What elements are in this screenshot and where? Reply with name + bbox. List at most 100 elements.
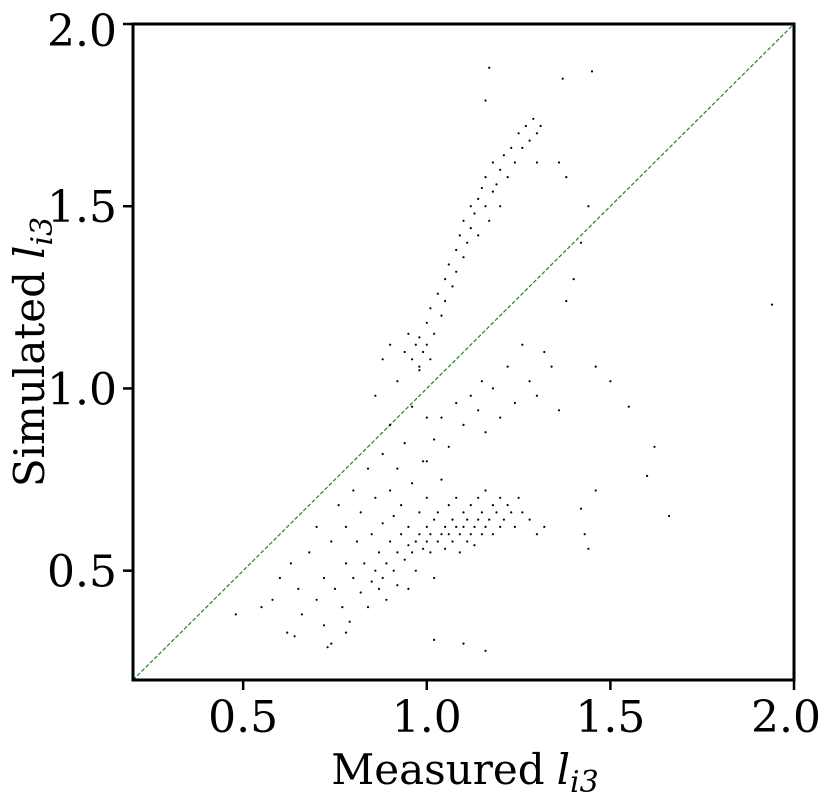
data-point bbox=[557, 161, 561, 164]
data-point bbox=[444, 525, 447, 529]
data-point bbox=[495, 511, 498, 514]
data-point bbox=[469, 227, 472, 230]
data-point bbox=[297, 587, 300, 591]
data-point bbox=[403, 350, 406, 354]
data-point bbox=[429, 551, 432, 554]
data-point bbox=[344, 631, 348, 634]
data-point bbox=[480, 186, 483, 190]
data-point bbox=[425, 416, 428, 419]
data-point bbox=[322, 576, 326, 580]
data-point bbox=[458, 234, 461, 237]
data-point bbox=[532, 117, 535, 120]
y-tick-label: 1.0 bbox=[47, 364, 117, 415]
data-point bbox=[433, 638, 436, 642]
x-tick-label: 1.0 bbox=[392, 692, 462, 743]
data-point bbox=[524, 124, 528, 128]
data-point bbox=[455, 496, 458, 499]
data-point bbox=[491, 387, 494, 390]
data-point bbox=[425, 321, 428, 324]
y-tick-label: 1.5 bbox=[47, 182, 117, 233]
data-point bbox=[414, 343, 417, 346]
data-point bbox=[403, 558, 406, 561]
x-tick-label: 0.5 bbox=[208, 692, 278, 743]
data-point bbox=[352, 576, 355, 580]
data-point bbox=[359, 591, 362, 594]
data-point bbox=[260, 606, 263, 609]
data-point bbox=[418, 336, 421, 339]
y-axis-label-var: l bbox=[5, 246, 54, 259]
data-point bbox=[495, 183, 498, 186]
data-point bbox=[381, 452, 384, 456]
data-point bbox=[491, 190, 494, 193]
data-point bbox=[451, 518, 454, 521]
data-point bbox=[392, 569, 395, 572]
data-point bbox=[462, 423, 465, 426]
data-point bbox=[653, 445, 656, 448]
data-point bbox=[484, 176, 487, 179]
data-point bbox=[444, 299, 447, 303]
data-point bbox=[517, 132, 520, 135]
x-axis-label: Measured li3 bbox=[331, 745, 598, 797]
data-point bbox=[627, 405, 630, 408]
data-point bbox=[513, 161, 517, 164]
data-point bbox=[473, 544, 476, 547]
data-point bbox=[477, 234, 480, 237]
data-point bbox=[579, 507, 583, 510]
data-point bbox=[293, 635, 296, 638]
data-point bbox=[488, 518, 491, 521]
data-point bbox=[433, 576, 436, 580]
data-point bbox=[543, 525, 546, 529]
data-point bbox=[539, 124, 542, 128]
data-point bbox=[425, 460, 428, 463]
x-axis-label-sub: i3 bbox=[570, 765, 599, 797]
data-point bbox=[286, 631, 289, 634]
data-point bbox=[433, 438, 436, 441]
y-axis: 0.5 1.0 1.5 2.0 bbox=[47, 6, 133, 598]
data-point bbox=[337, 504, 340, 507]
data-point bbox=[359, 511, 362, 514]
data-point bbox=[381, 522, 384, 525]
data-point bbox=[510, 146, 513, 149]
data-point bbox=[315, 598, 318, 601]
data-point bbox=[308, 551, 311, 554]
data-point bbox=[587, 547, 590, 550]
data-point bbox=[352, 489, 355, 492]
data-point bbox=[451, 540, 454, 543]
data-point bbox=[234, 613, 237, 616]
y-axis-label: Simulated li3 bbox=[5, 217, 60, 487]
data-point bbox=[590, 70, 594, 73]
data-point bbox=[396, 551, 399, 554]
data-point bbox=[444, 547, 447, 550]
data-point bbox=[473, 212, 476, 215]
data-point bbox=[510, 511, 513, 514]
data-point bbox=[543, 350, 546, 354]
data-point bbox=[499, 168, 502, 171]
data-point bbox=[579, 241, 583, 244]
data-point bbox=[389, 489, 392, 492]
data-point bbox=[385, 598, 388, 601]
data-point bbox=[583, 533, 586, 536]
data-point bbox=[528, 380, 531, 383]
data-point bbox=[400, 533, 403, 536]
data-point bbox=[462, 256, 465, 259]
plot-frame bbox=[131, 22, 796, 682]
data-point bbox=[407, 587, 410, 591]
data-point bbox=[477, 409, 480, 412]
data-point bbox=[381, 576, 384, 580]
data-point bbox=[425, 525, 428, 529]
data-point bbox=[484, 99, 487, 102]
data-point bbox=[440, 416, 443, 419]
data-point bbox=[381, 358, 384, 361]
data-point bbox=[389, 423, 392, 426]
data-point bbox=[506, 504, 509, 507]
data-point bbox=[407, 332, 410, 335]
data-point bbox=[433, 518, 436, 521]
data-point bbox=[594, 365, 597, 368]
data-point bbox=[770, 303, 774, 306]
data-point bbox=[414, 540, 417, 543]
data-point bbox=[385, 562, 388, 565]
data-point bbox=[565, 299, 568, 303]
data-point bbox=[469, 533, 472, 536]
data-point bbox=[418, 365, 421, 368]
